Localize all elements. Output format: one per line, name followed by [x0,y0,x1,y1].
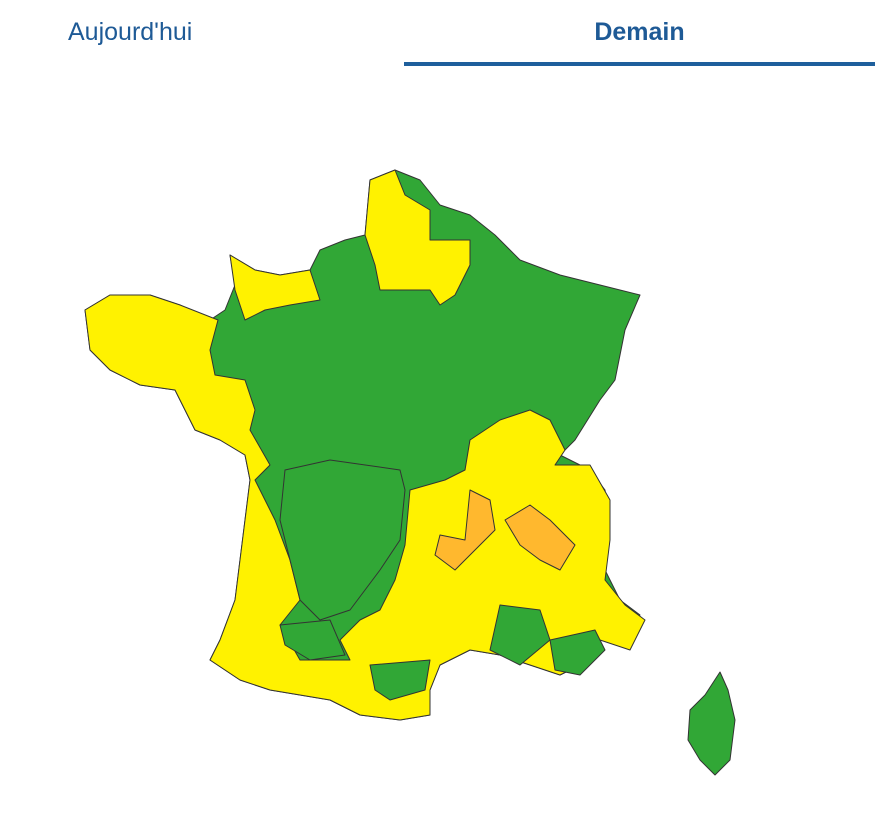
normandy-region[interactable] [229,254,321,321]
tab-tomorrow[interactable]: Demain [594,18,685,46]
north-region[interactable] [364,169,471,306]
tab-today[interactable]: Aujourd'hui [68,18,193,46]
gard-herault-region[interactable] [489,604,551,666]
corsica[interactable] [687,671,736,776]
day-tabs: Aujourd'hui Demain [0,0,875,68]
aude-region[interactable] [369,659,431,701]
southwest-interior-region[interactable] [279,459,406,621]
orange-region-east[interactable] [504,504,576,571]
active-tab-indicator [404,62,875,66]
gers-garonne-region[interactable] [279,619,346,661]
provence-region[interactable] [549,629,606,676]
orange-region-west[interactable] [434,489,496,571]
